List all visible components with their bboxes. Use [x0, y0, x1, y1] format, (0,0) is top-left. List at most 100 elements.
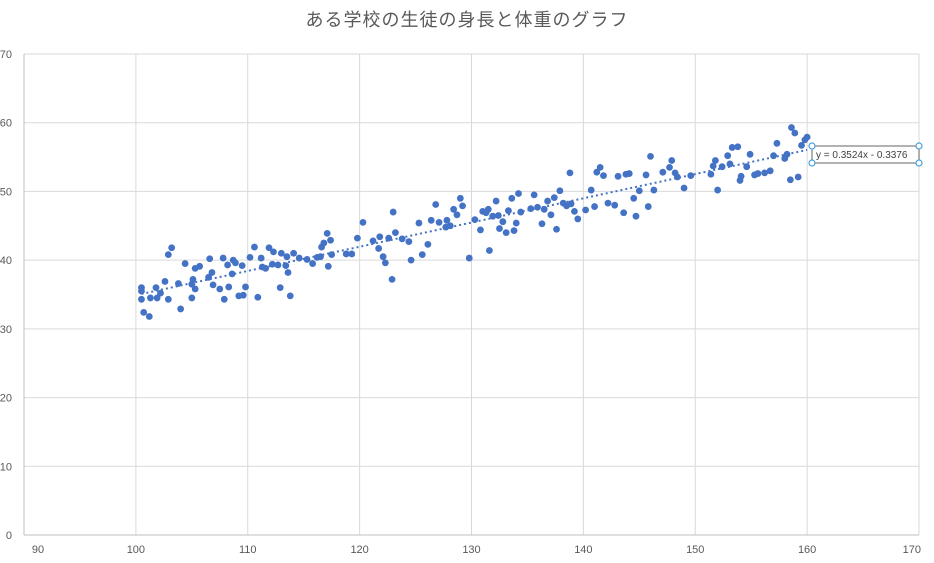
- data-point: [164, 295, 172, 303]
- resize-handle[interactable]: [915, 159, 923, 167]
- data-point: [791, 129, 799, 137]
- data-point: [515, 190, 522, 197]
- chart-title: ある学校の生徒の身長と体重のグラフ: [305, 10, 629, 31]
- data-point: [424, 240, 432, 248]
- data-point: [647, 152, 654, 160]
- data-point: [659, 168, 667, 176]
- resize-handle[interactable]: [808, 159, 816, 167]
- data-point: [251, 243, 258, 251]
- data-point: [574, 215, 582, 223]
- x-axis-tick-labels: 90 100 110 120 130 140 150 160 170: [32, 544, 921, 556]
- data-point: [375, 245, 383, 252]
- data-point: [499, 218, 507, 226]
- data-point: [209, 281, 217, 289]
- data-point: [582, 206, 590, 214]
- y-tick-label: 20: [0, 393, 12, 405]
- data-point: [359, 218, 367, 226]
- resize-handle[interactable]: [808, 142, 816, 150]
- data-point: [290, 249, 298, 257]
- data-point: [530, 191, 538, 199]
- data-point: [224, 261, 232, 269]
- data-point: [761, 169, 769, 177]
- data-point: [450, 205, 457, 213]
- data-point: [709, 162, 717, 170]
- data-point: [734, 143, 742, 151]
- data-point: [642, 171, 650, 179]
- data-point: [496, 225, 503, 232]
- data-point: [625, 170, 633, 177]
- data-point: [635, 187, 643, 195]
- data-point: [168, 244, 176, 252]
- data-point: [376, 233, 384, 241]
- data-point: [596, 163, 604, 171]
- data-point: [620, 209, 628, 217]
- data-point: [538, 220, 546, 228]
- data-point: [453, 211, 461, 219]
- data-point: [459, 202, 466, 210]
- data-point: [517, 208, 525, 216]
- data-point: [220, 295, 228, 303]
- data-point: [714, 186, 722, 194]
- data-point: [174, 280, 182, 287]
- data-point: [484, 205, 492, 213]
- data-point: [743, 163, 751, 171]
- data-point: [238, 262, 246, 270]
- resize-handle[interactable]: [915, 142, 923, 150]
- trendline-equation-label: y = 0.3524x - 0.3376: [816, 150, 908, 161]
- data-point: [242, 283, 249, 291]
- data-point: [550, 194, 558, 202]
- data-point: [283, 253, 291, 261]
- x-tick-label: 170: [903, 544, 921, 556]
- y-tick-label: 10: [0, 461, 12, 473]
- data-point: [630, 194, 638, 202]
- data-point: [494, 212, 502, 219]
- data-point: [274, 261, 282, 269]
- trendline: [141, 148, 808, 295]
- data-point: [773, 139, 781, 147]
- gridlines: [24, 53, 920, 535]
- data-point: [614, 172, 622, 180]
- x-tick-label: 120: [350, 544, 368, 556]
- data-point: [711, 157, 719, 164]
- data-point: [342, 250, 350, 258]
- data-point: [270, 248, 277, 256]
- data-point: [798, 141, 805, 149]
- data-point: [188, 294, 196, 302]
- data-point: [587, 186, 595, 194]
- data-point: [553, 225, 560, 233]
- data-point: [432, 201, 440, 208]
- axes: [23, 54, 919, 536]
- data-point: [219, 254, 227, 262]
- data-point: [327, 236, 334, 244]
- data-point: [794, 173, 802, 181]
- data-point: [418, 251, 426, 259]
- data-point: [435, 218, 443, 226]
- data-point: [556, 187, 564, 195]
- data-point: [707, 170, 715, 178]
- data-point: [388, 275, 396, 283]
- x-tick-label: 90: [32, 544, 44, 556]
- data-point: [415, 219, 423, 227]
- data-point: [177, 305, 185, 313]
- data-point: [140, 308, 148, 316]
- x-tick-label: 110: [239, 544, 257, 556]
- data-point: [324, 262, 332, 270]
- x-tick-label: 100: [127, 544, 145, 556]
- y-tick-label: 70: [0, 49, 12, 61]
- data-point: [666, 163, 673, 171]
- data-point: [246, 253, 254, 261]
- data-point: [427, 216, 435, 224]
- data-point: [571, 207, 578, 215]
- data-point: [262, 264, 270, 272]
- data-point: [323, 229, 331, 237]
- data-point: [161, 278, 169, 285]
- y-tick-label: 60: [0, 118, 12, 130]
- data-point: [286, 292, 294, 300]
- data-point: [196, 262, 204, 270]
- data-point: [510, 227, 518, 234]
- data-point: [164, 251, 172, 259]
- data-point: [465, 254, 473, 262]
- data-point: [728, 144, 736, 151]
- trendline-label-box[interactable]: [811, 145, 920, 164]
